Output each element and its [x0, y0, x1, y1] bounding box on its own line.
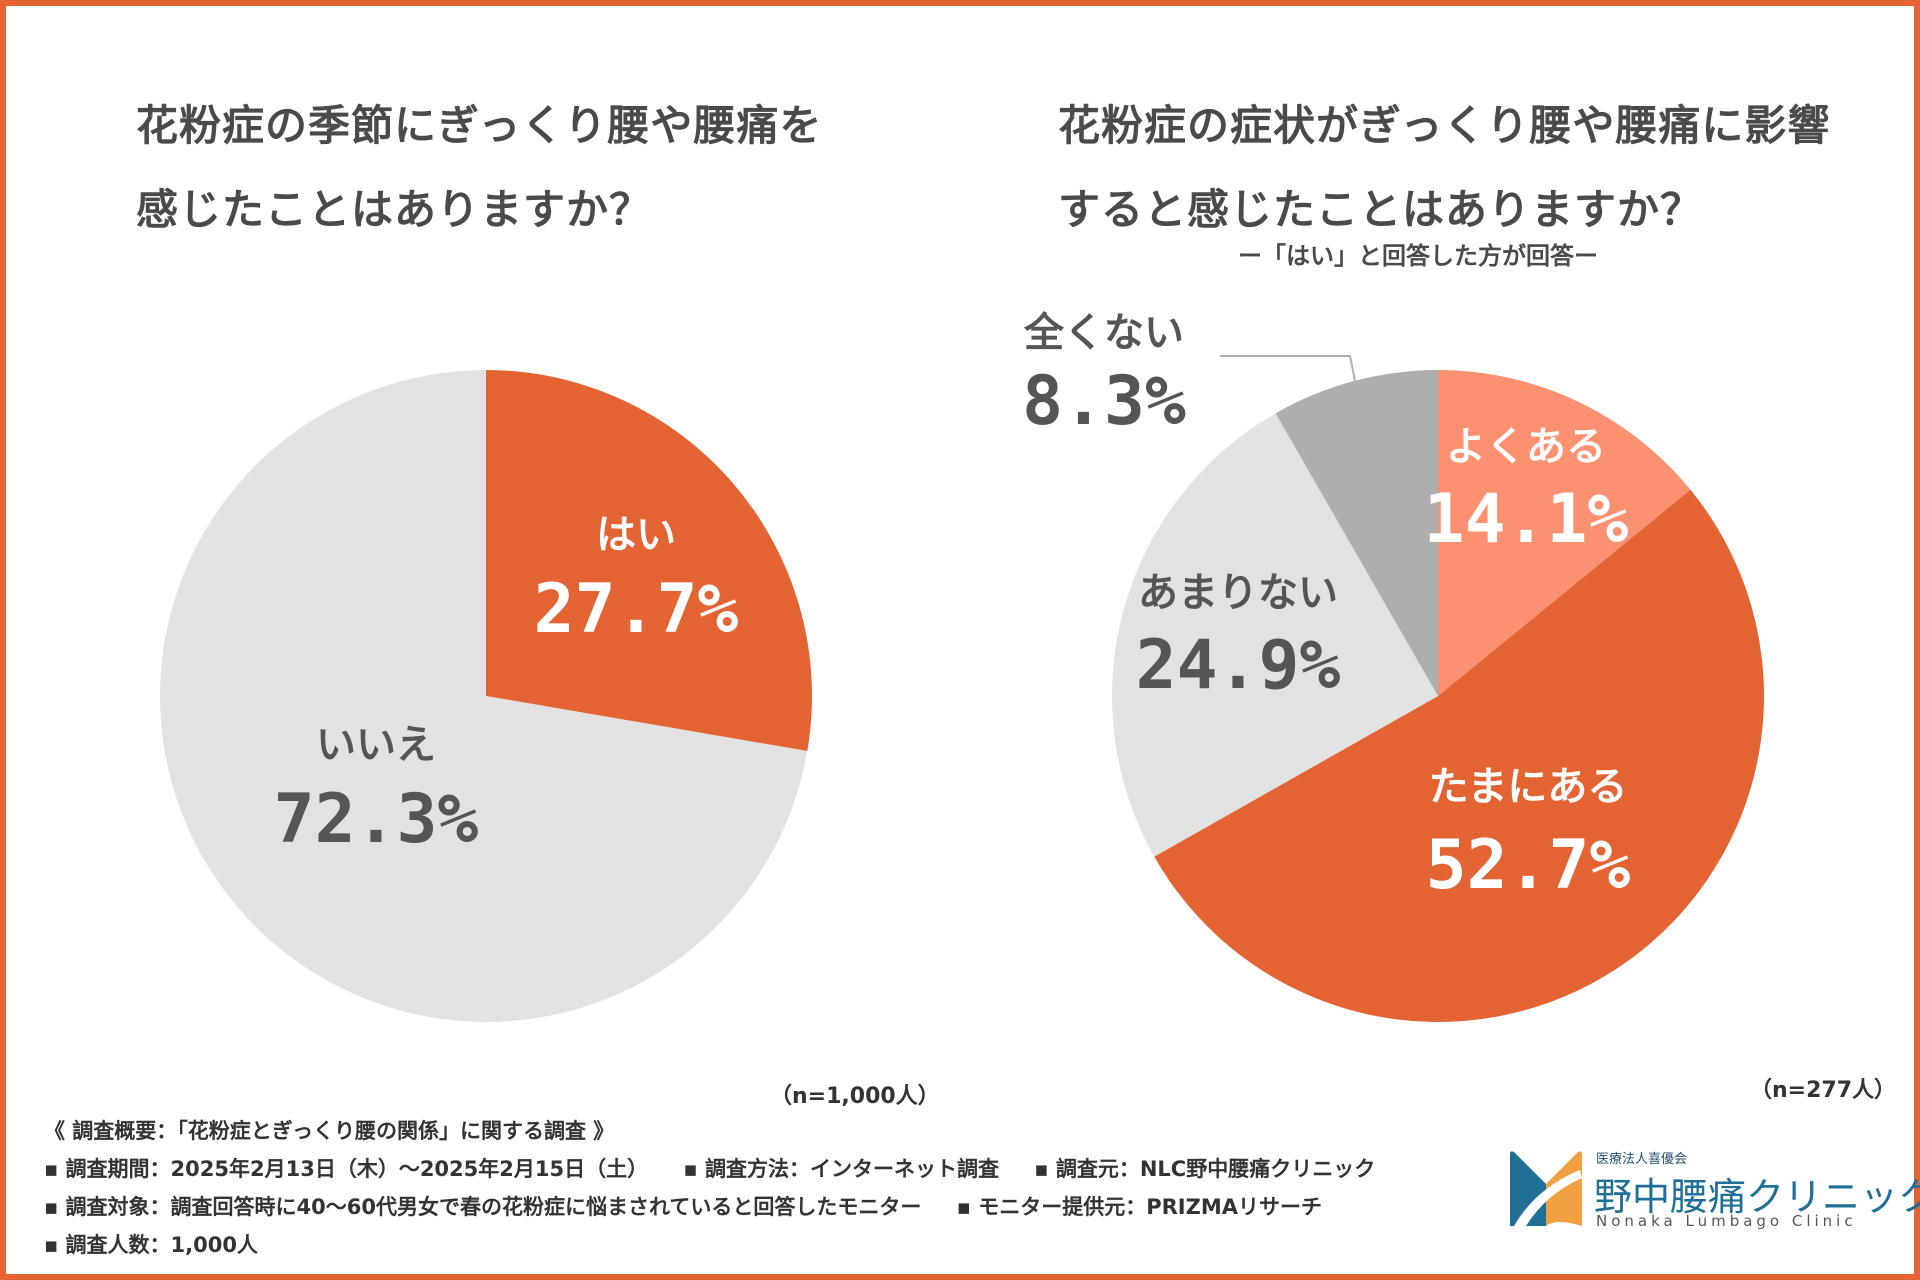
right-pie-slice-3-value: 8.3% [1022, 362, 1186, 441]
right-pie-slice-1-value: 52.7% [1426, 826, 1631, 905]
right-sample-size: （n=277人） [1750, 1078, 1897, 1103]
clinic-logo: 医療法人喜優会 野中腰痛クリニック Nonaka Lumbago Clinic [1506, 1148, 1920, 1232]
right-pie-chart: よくある 14.1% たまにある 52.7% あまりない 24.9% 全くない 8.3% [1022, 310, 1764, 1023]
clinic-name-english: Nonaka Lumbago Clinic [1596, 1212, 1857, 1230]
right-pie-slice-3-label: 全くない [1023, 310, 1184, 356]
survey-count: ▪ 調査人数：1,000人 [44, 1233, 258, 1257]
clinic-logo-mark-icon [1510, 1151, 1582, 1226]
survey-source: ▪ 調査元：NLC野中腰痛クリニック [1034, 1157, 1376, 1181]
right-title-line1: 花粉症の症状がぎっくり腰や腰痛に影響 [1058, 101, 1831, 150]
right-pie-slice-2 [1111, 413, 1438, 857]
survey-method: ▪ 調査方法：インターネット調査 [683, 1157, 999, 1181]
left-pie-slice-0 [486, 370, 812, 752]
survey-line-period: ▪ 調査期間：2025年2月13日（木）〜2025年2月15日（土） ▪ 調査方… [44, 1150, 1375, 1188]
survey-target: ▪ 調査対象：調査回答時に40〜60代男女で春の花粉症に悩まされていると回答した… [44, 1195, 922, 1219]
right-pie-slice-1-label: たまにある [1429, 764, 1628, 810]
left-pie-slice-1-label: いいえ [316, 722, 436, 768]
survey-summary: 《 調査概要：「花粉症とぎっくり腰の関係」に関する調査 》 ▪ 調査期間：202… [44, 1112, 1375, 1264]
left-pie-slice-1 [159, 370, 808, 1023]
left-sample-size: （n=1,000人） [770, 1084, 940, 1109]
right-pie-slice-0 [1438, 370, 1691, 696]
right-chart-title: 花粉症の症状がぎっくり腰や腰痛に影響 すると感じたことはありますか？ [1058, 84, 1830, 252]
right-pie-slice-0-value: 14.1% [1424, 480, 1629, 559]
right-pie-callout-line [1220, 355, 1357, 387]
left-pie-slice-0-value: 27.7% [534, 570, 739, 649]
left-pie-chart: はい 27.7% いいえ 72.3% [159, 370, 812, 1023]
clinic-org-name: 医療法人喜優会 [1596, 1152, 1688, 1167]
survey-line-target: ▪ 調査対象：調査回答時に40〜60代男女で春の花粉症に悩まされていると回答した… [44, 1188, 1375, 1226]
right-chart-subtitle: ー「はい」と回答した方が回答ー [1238, 242, 1598, 270]
left-chart-title: 花粉症の季節にぎっくり腰や腰痛を 感じたことはありますか？ [136, 84, 822, 252]
survey-provider: ▪ モニター提供元：PRIZMAリサーチ [956, 1195, 1322, 1219]
right-pie-slice-1 [1154, 489, 1764, 1023]
right-pie-slice-2-value: 24.9% [1136, 626, 1341, 705]
left-pie-slice-1-value: 72.3% [274, 780, 479, 859]
clinic-name: 野中腰痛クリニック [1594, 1175, 1920, 1219]
left-pie-slice-0-label: はい [596, 512, 676, 558]
survey-period: ▪ 調査期間：2025年2月13日（木）〜2025年2月15日（土） [44, 1157, 649, 1181]
right-pie-slice-0-label: よくある [1446, 424, 1606, 470]
right-pie-slice-3 [1275, 370, 1438, 696]
survey-heading: 《 調査概要：「花粉症とぎっくり腰の関係」に関する調査 》 [44, 1119, 615, 1143]
right-title-line2: すると感じたことはありますか？ [1058, 185, 1704, 234]
right-pie-slice-2-label: あまりない [1138, 570, 1338, 616]
left-title-line1: 花粉症の季節にぎっくり腰や腰痛を [136, 101, 823, 150]
left-title-line2: 感じたことはありますか？ [136, 185, 653, 234]
